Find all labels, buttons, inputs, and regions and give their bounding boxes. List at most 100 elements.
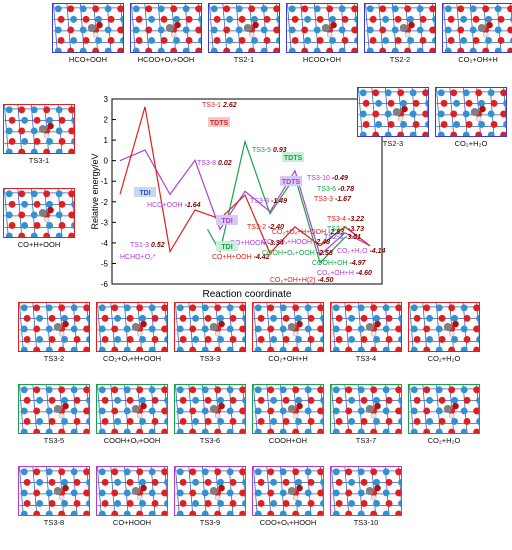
structure-caption: HCOO+Oᵥ+OOH xyxy=(137,55,195,64)
structure-panel xyxy=(364,3,436,53)
energy-label: CO+H+OOH -4.42 xyxy=(212,254,270,261)
y-tick-label: 2 xyxy=(104,116,109,125)
structure-panel xyxy=(408,384,480,434)
atomic-structure-graphic xyxy=(253,303,323,351)
structure-panel xyxy=(130,3,202,53)
energy-label: CO₂+OH+H(2) -4.50 xyxy=(270,277,334,284)
structure-panel xyxy=(435,87,507,137)
structure-caption: TS3-2 xyxy=(43,354,65,363)
atomic-structure-graphic xyxy=(409,303,479,351)
structure-panel xyxy=(330,466,402,516)
structure-caption: CO+HOOH xyxy=(112,518,152,527)
energy-label: TS3-7 -3.73 xyxy=(327,226,364,233)
tdts-tag-bg xyxy=(134,187,156,197)
atomic-structure-graphic xyxy=(331,385,401,433)
atomic-structure-graphic xyxy=(175,467,245,515)
energy-label: TS3-8 0.02 xyxy=(197,160,232,167)
atomic-structure-graphic xyxy=(175,385,245,433)
structure-caption: CO₂+Oᵥ+H+OOH xyxy=(102,354,162,363)
structure-caption: COOH+Oᵥ+OOH xyxy=(103,436,161,445)
atomic-structure-graphic xyxy=(253,467,323,515)
energy-label: TS3-10 -0.49 xyxy=(307,175,348,182)
structure-panel xyxy=(18,384,90,434)
energy-profile-chart: -6 -5 -4 -3 -2 -1 0 1 2 3 Relative energy/eV Reacti… xyxy=(90,95,386,299)
structure-caption: COOH+OH xyxy=(268,436,308,445)
energy-label: TS3-2 -2.40 xyxy=(247,224,284,231)
structure-panel xyxy=(252,384,324,434)
structure-caption: CO₂+H₂O xyxy=(427,354,461,363)
tdts-tag: TDTS xyxy=(210,120,229,127)
y-tick-label: -2 xyxy=(101,198,109,207)
series-line-purple xyxy=(119,149,371,257)
structure-caption: TS3-8 xyxy=(43,518,65,527)
structure-caption: CO₂+H₂O xyxy=(427,436,461,445)
structure-panel xyxy=(174,302,246,352)
structure-panel xyxy=(96,466,168,516)
structure-caption: TS3-5 xyxy=(43,436,65,445)
tdts-tag-bg xyxy=(216,215,238,225)
structure-panel xyxy=(3,104,75,154)
atomic-structure-graphic xyxy=(409,385,479,433)
energy-label: CO₂+H₂O -4.14 xyxy=(337,248,386,255)
tdts-tag-bg xyxy=(280,176,302,186)
energy-label: TS1-3 0.52 xyxy=(130,242,165,249)
structure-panel xyxy=(408,302,480,352)
energy-label: CO₂+Oᵥ+HOOH -2.48 xyxy=(262,239,330,246)
energy-label: COOH+Oᵥ+OOH -2.58 xyxy=(262,250,333,257)
x-axis-label: Reaction coordinate xyxy=(203,289,292,299)
structure-caption: TS3-1 xyxy=(28,156,50,165)
energy-label: TS3-5 0.93 xyxy=(252,147,287,154)
structure-caption: HCO+OOH xyxy=(68,55,108,64)
structure-panel xyxy=(18,466,90,516)
y-tick-label: -3 xyxy=(101,218,109,227)
atomic-structure-graphic xyxy=(53,4,123,52)
structure-caption: COO+Oᵥ+HOOH xyxy=(259,518,317,527)
atomic-structure-graphic xyxy=(436,88,506,136)
tdts-tag: TDI xyxy=(221,218,232,225)
structure-panel xyxy=(174,384,246,434)
tdts-tag: TDI xyxy=(139,190,150,197)
y-tick-label: 0 xyxy=(104,157,109,166)
structure-caption: TS2-2 xyxy=(389,55,411,64)
structure-panel xyxy=(208,3,280,53)
structure-panel xyxy=(52,3,124,53)
structure-caption: TS2-3 xyxy=(382,139,404,148)
y-tick-label: 1 xyxy=(104,136,109,145)
structure-caption: CO+H+OOH xyxy=(17,240,61,249)
y-tick-label: -5 xyxy=(101,259,109,268)
atomic-structure-graphic xyxy=(209,4,279,52)
y-tick-label: 3 xyxy=(104,95,109,104)
atomic-structure-graphic xyxy=(4,105,74,153)
structure-caption: TS3-9 xyxy=(199,518,221,527)
energy-label: TS3-1 2.62 xyxy=(202,102,237,109)
atomic-structure-graphic xyxy=(19,467,89,515)
structure-caption: TS3-3 xyxy=(199,354,221,363)
atomic-structure-graphic xyxy=(97,385,167,433)
energy-label: COOH+OH -4.97 xyxy=(312,260,367,267)
atomic-structure-graphic xyxy=(287,4,357,52)
atomic-structure-graphic xyxy=(331,467,401,515)
structure-panel xyxy=(357,87,429,137)
atomic-structure-graphic xyxy=(19,385,89,433)
atomic-structure-graphic xyxy=(131,4,201,52)
structure-caption: CO₂+OH+H xyxy=(458,55,498,64)
energy-label: TS3-6 -0.78 xyxy=(317,186,354,193)
structure-caption: CO₂+OH+H xyxy=(268,354,308,363)
tdts-tag: TDI xyxy=(221,244,232,251)
y-tick-label: -1 xyxy=(101,177,109,186)
atomic-structure-graphic xyxy=(97,467,167,515)
energy-label: CO+HOOH -3.34 xyxy=(230,240,284,247)
structure-panel xyxy=(252,302,324,352)
energy-label: TS3-3 -1.67 xyxy=(314,196,352,203)
y-tick-label: -4 xyxy=(101,239,109,248)
structure-caption: TS3-6 xyxy=(199,436,221,445)
atomic-structure-graphic xyxy=(97,303,167,351)
structure-panel xyxy=(252,466,324,516)
tdts-tag-bg xyxy=(208,117,230,127)
y-tick-label: -6 xyxy=(101,280,109,289)
structure-caption: TS3-4 xyxy=(355,354,377,363)
atomic-structure-graphic xyxy=(365,4,435,52)
structure-panel xyxy=(330,302,402,352)
tdts-tag: TDTS xyxy=(282,179,301,186)
structure-panel xyxy=(96,302,168,352)
